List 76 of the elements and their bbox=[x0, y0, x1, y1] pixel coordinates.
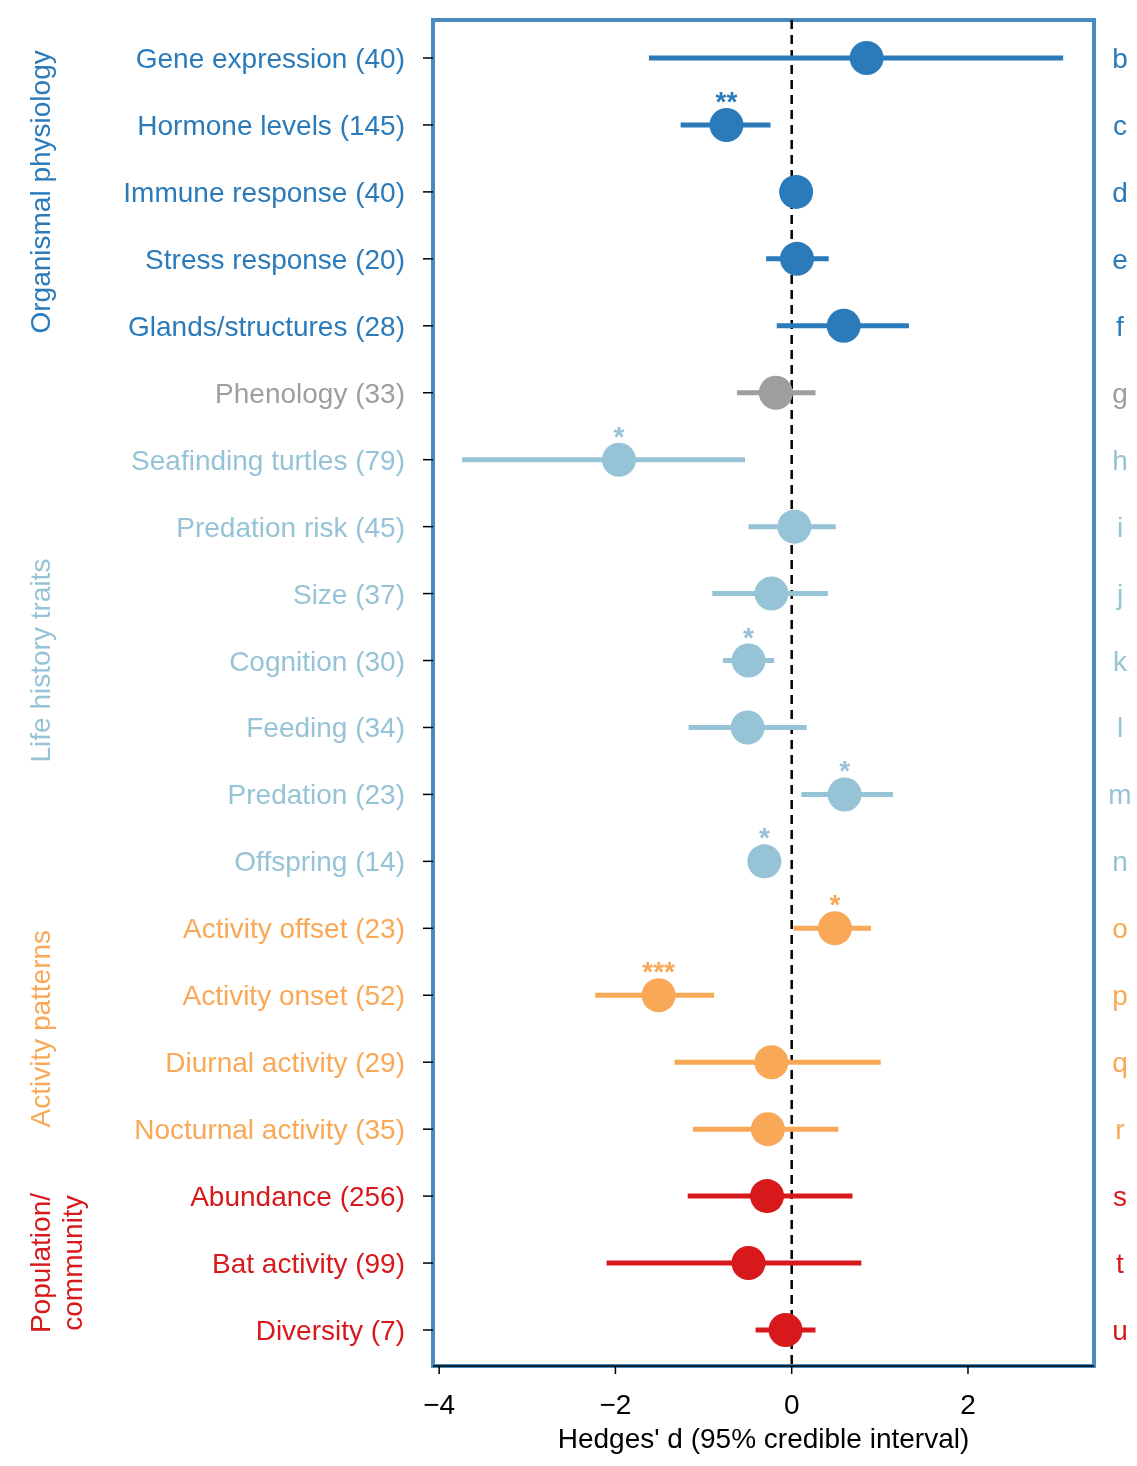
text: c bbox=[1113, 109, 1127, 141]
text: i bbox=[1116, 511, 1124, 543]
point bbox=[758, 375, 793, 410]
x-tick-label: −4 bbox=[423, 1389, 456, 1420]
y-tick-label: Glands/structures (28) bbox=[128, 310, 405, 342]
point bbox=[750, 1179, 785, 1214]
point bbox=[754, 1045, 789, 1080]
text: f bbox=[1116, 310, 1125, 342]
x-tick-label: −2 bbox=[599, 1389, 632, 1420]
text: p bbox=[1112, 980, 1128, 1012]
point bbox=[777, 509, 812, 544]
y-tick-label: Offspring (14) bbox=[234, 846, 405, 878]
data-label: * bbox=[613, 420, 625, 452]
y-tick-label: Phenology (33) bbox=[215, 377, 405, 409]
text: b bbox=[1112, 43, 1128, 74]
point bbox=[709, 107, 744, 142]
text: o bbox=[1112, 913, 1128, 945]
x-tick-label: 2 bbox=[960, 1389, 976, 1420]
point bbox=[779, 241, 814, 276]
y-tick-label: Size (37) bbox=[292, 578, 405, 610]
text: Population/ community bbox=[25, 1192, 88, 1334]
point bbox=[730, 710, 765, 745]
y-tick-label: Predation risk (45) bbox=[176, 511, 405, 543]
data-label: * bbox=[743, 621, 755, 653]
data-label: *** bbox=[642, 956, 676, 988]
y-tick-label: Gene expression (40) bbox=[135, 43, 405, 74]
y-tick-label: Activity onset (52) bbox=[182, 980, 405, 1012]
text: u bbox=[1112, 1315, 1128, 1346]
point bbox=[768, 1313, 803, 1347]
text: k bbox=[1113, 645, 1128, 677]
point bbox=[750, 1112, 785, 1147]
y-tick-label: Hormone levels (145) bbox=[137, 109, 405, 141]
data-label: * bbox=[839, 755, 851, 787]
y-tick-label: Predation (23) bbox=[227, 779, 405, 811]
point bbox=[779, 174, 814, 209]
text: l bbox=[1116, 712, 1124, 744]
text: s bbox=[1113, 1181, 1127, 1213]
y-tick-label: Immune response (40) bbox=[123, 176, 405, 208]
x-axis-title: Hedges' d (95% credible interval) bbox=[557, 1423, 970, 1454]
y-tick-label: Activity offset (23) bbox=[182, 913, 405, 945]
y-tick-label: Seafinding turtles (79) bbox=[131, 444, 405, 476]
text: m bbox=[1108, 779, 1132, 811]
text: e bbox=[1112, 243, 1128, 275]
y-tick-label: Cognition (30) bbox=[229, 645, 405, 677]
text: n bbox=[1112, 846, 1128, 878]
text: Activity patterns bbox=[25, 929, 56, 1128]
y-tick-label: Nocturnal activity (35) bbox=[134, 1114, 405, 1146]
y-tick-label: Diversity (7) bbox=[255, 1315, 405, 1346]
point bbox=[731, 1246, 766, 1281]
text: t bbox=[1116, 1248, 1125, 1280]
y-tick-label: Feeding (34) bbox=[246, 712, 405, 744]
point bbox=[754, 576, 789, 611]
y-tick-label: Diurnal activity (29) bbox=[165, 1047, 405, 1079]
point bbox=[817, 911, 852, 946]
point bbox=[849, 41, 884, 75]
text: h bbox=[1112, 444, 1128, 476]
x-tick-label: 0 bbox=[783, 1389, 800, 1420]
y-tick-label: Stress response (20) bbox=[145, 243, 405, 275]
text: j bbox=[1115, 578, 1124, 610]
y-tick-label: Abundance (256) bbox=[190, 1181, 405, 1213]
point bbox=[747, 844, 782, 879]
point bbox=[826, 308, 861, 343]
text: Life history traits bbox=[25, 558, 56, 763]
text: q bbox=[1112, 1047, 1128, 1079]
text: g bbox=[1112, 377, 1128, 409]
data-label: ** bbox=[715, 85, 738, 117]
text: d bbox=[1112, 176, 1128, 208]
text: r bbox=[1115, 1114, 1125, 1146]
y-tick-label: Bat activity (99) bbox=[212, 1248, 405, 1280]
point bbox=[827, 777, 862, 812]
data-label: * bbox=[758, 822, 770, 854]
point bbox=[731, 643, 766, 678]
text: Organismal physiology bbox=[25, 50, 56, 334]
point bbox=[601, 442, 636, 477]
point bbox=[641, 978, 676, 1013]
data-label: * bbox=[829, 889, 841, 921]
